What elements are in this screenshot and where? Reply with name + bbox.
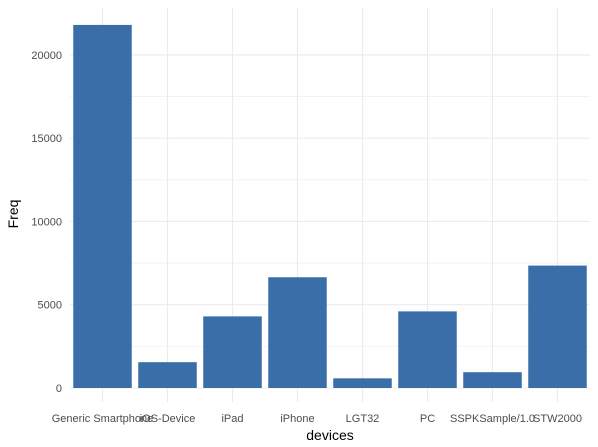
bar-6 <box>463 372 522 388</box>
x-tick-label: Generic Smartphone <box>52 413 154 425</box>
bar-2 <box>203 316 262 388</box>
x-tick-label: iOS-Device <box>140 413 196 425</box>
y-tick-label: 20000 <box>31 50 62 62</box>
y-tick-label: 5000 <box>38 300 62 312</box>
y-tick-label: 0 <box>56 383 62 395</box>
y-axis-ticks: 0 5000 10000 15000 20000 <box>31 50 62 395</box>
bar-4 <box>333 378 392 388</box>
x-tick-label: SSPKSample/1.0 <box>450 413 535 425</box>
bar-0 <box>73 24 132 389</box>
x-axis-title: devices <box>306 427 353 443</box>
x-tick-label: iPhone <box>280 413 314 425</box>
y-tick-label: 15000 <box>31 133 62 145</box>
y-axis-title: Freq <box>5 200 21 229</box>
grid-lines <box>70 8 590 402</box>
y-tick-label: 10000 <box>31 216 62 228</box>
bar-5 <box>398 311 457 388</box>
x-tick-label: PC <box>420 413 435 425</box>
x-tick-label: iPad <box>221 413 243 425</box>
bar-7 <box>528 265 587 388</box>
bar-1 <box>138 362 197 388</box>
bar-3 <box>268 277 327 388</box>
bars <box>73 24 587 389</box>
x-tick-label: LGT32 <box>346 413 380 425</box>
x-tick-label: STW2000 <box>533 413 582 425</box>
